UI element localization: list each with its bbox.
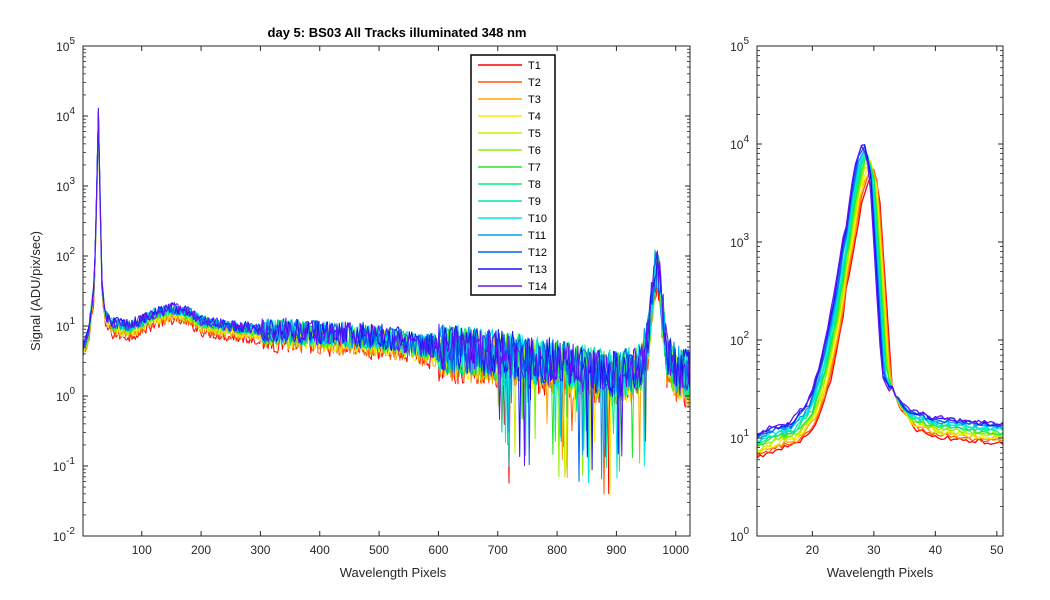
legend-label-T1: T1 <box>528 60 541 72</box>
zoom-series-lines <box>756 144 1004 459</box>
legend-label-T14: T14 <box>528 281 547 293</box>
main-y-tick-label: 10-1 <box>53 456 76 474</box>
main-y-tick-label: 10-2 <box>53 526 76 544</box>
main-y-tick-label: 103 <box>56 176 75 194</box>
zoom-y-tick-label: 105 <box>730 36 749 54</box>
legend-label-T2: T2 <box>528 77 541 89</box>
main-x-tick-label: 800 <box>547 543 567 557</box>
main-x-tick-label: 1000 <box>662 543 689 557</box>
zoom-y-tick-label: 103 <box>730 232 749 250</box>
zoom-series-line-T13 <box>756 144 1004 437</box>
legend-label-T12: T12 <box>528 247 547 259</box>
zoom-x-tick-label: 30 <box>867 543 881 557</box>
legend: T1 T2 T3 T4 T5 T6 T7 T8 T9 T10 T11 T12 T13 T14 <box>470 54 556 296</box>
main-x-tick-label: 200 <box>191 543 211 557</box>
zoom-series-line-T14 <box>756 145 1004 435</box>
zoom-x-tick-label: 40 <box>929 543 943 557</box>
main-x-tick-label: 900 <box>606 543 626 557</box>
main-y-tick-label: 100 <box>56 386 75 404</box>
zoom-x-tick-label: 50 <box>990 543 1004 557</box>
main-x-tick-label: 300 <box>250 543 270 557</box>
main-y-tick-label: 105 <box>56 36 75 54</box>
main-x-tick-label: 600 <box>428 543 448 557</box>
main-axes-frame <box>82 45 691 537</box>
zoom-y-tick-label: 102 <box>730 330 749 348</box>
zoom-series-line-T8 <box>756 155 1004 446</box>
main-y-axis-label: Signal (ADU/pix/sec) <box>28 231 43 351</box>
legend-label-T13: T13 <box>528 264 547 276</box>
main-x-axis-label: Wavelength Pixels <box>340 565 447 580</box>
zoom-y-tick-label: 101 <box>730 428 749 446</box>
legend-label-T9: T9 <box>528 196 541 208</box>
legend-box <box>470 54 556 296</box>
chart-title: day 5: BS03 All Tracks illuminated 348 n… <box>268 25 527 40</box>
legend-label-T10: T10 <box>528 213 547 225</box>
zoom-series-line-T9 <box>756 154 1004 444</box>
legend-label-T7: T7 <box>528 162 541 174</box>
zoom-x-tick-label: 20 <box>806 543 820 557</box>
main-y-tick-label: 102 <box>56 246 75 264</box>
main-x-tick-label: 500 <box>369 543 389 557</box>
main-y-tick-label: 101 <box>56 316 75 334</box>
legend-label-T4: T4 <box>528 111 541 123</box>
legend-label-T6: T6 <box>528 145 541 157</box>
zoom-x-axis-label: Wavelength Pixels <box>827 565 934 580</box>
main-x-tick-label: 100 <box>132 543 152 557</box>
zoom-y-tick-label: 100 <box>730 526 749 544</box>
zoom-series-line-T6 <box>756 161 1004 449</box>
zoom-y-tick-label: 104 <box>730 134 749 152</box>
zoom-axes-frame <box>756 45 1004 537</box>
legend-label-T8: T8 <box>528 179 541 191</box>
legend-label-T11: T11 <box>528 230 546 242</box>
zoom-axes: 20 30 40 50 100 101 102 103 104 105 Wavelength Pi… <box>730 36 1004 580</box>
main-series-line-T13 <box>82 110 690 471</box>
main-series-lines <box>82 107 690 497</box>
main-axes: 100 200 300 400 500 600 700 800 900 1000 10-2 10-1 1… <box>28 25 691 580</box>
main-x-tick-label: 400 <box>310 543 330 557</box>
zoom-series-line-T2 <box>756 167 1004 457</box>
legend-label-T5: T5 <box>528 128 541 140</box>
main-series-line-T14 <box>82 107 690 467</box>
main-y-tick-label: 104 <box>56 106 75 124</box>
legend-label-T3: T3 <box>528 94 541 106</box>
main-x-tick-label: 700 <box>488 543 508 557</box>
